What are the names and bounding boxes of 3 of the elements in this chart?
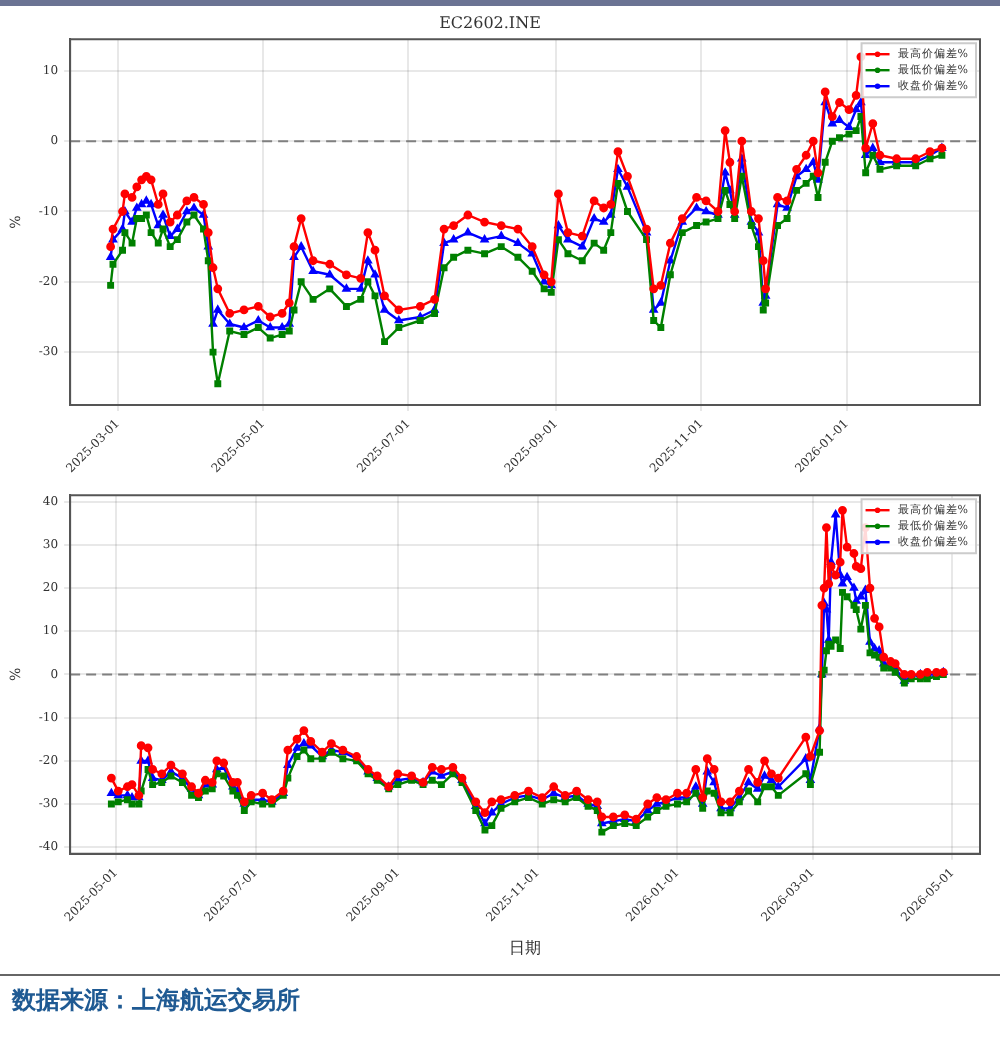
- chart-title: EC2602.INE: [439, 13, 542, 32]
- source-note: 数据来源：上海航运交易所: [9, 984, 302, 1018]
- x-axis-title: 日期: [509, 938, 542, 957]
